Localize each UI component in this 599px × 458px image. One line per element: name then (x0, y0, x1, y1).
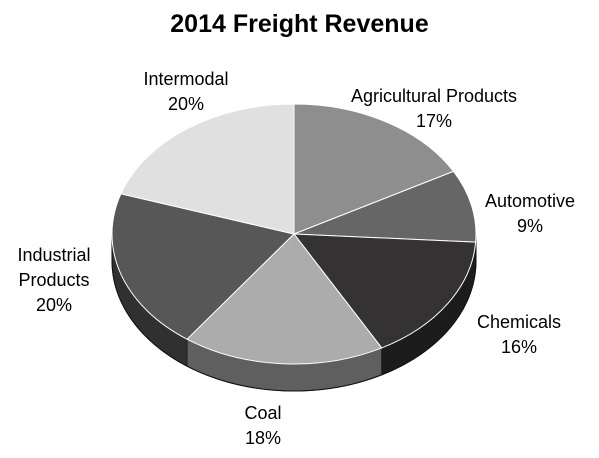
pie-slice-coal (186, 233, 383, 365)
pie-slice-intermodal (120, 103, 295, 235)
slice-name-automotive: Automotive (485, 191, 575, 211)
slice-name-agricultural-products: Agricultural Products (351, 86, 517, 106)
slice-value-agricultural-products: 17% (416, 111, 452, 131)
slice-name-industrial-products: Industrial (17, 245, 90, 265)
slice-value-coal: 18% (245, 428, 281, 448)
pie-slice-automotive (293, 170, 477, 243)
slice-label-intermodal: Intermodal 20% (143, 69, 228, 114)
slice-name-chemicals: Chemicals (477, 312, 561, 332)
slice-label-automotive: Automotive 9% (485, 191, 575, 236)
slice-value-intermodal: 20% (168, 94, 204, 114)
slice-label-chemicals: Chemicals 16% (477, 312, 561, 357)
slice-name-coal: Coal (244, 403, 281, 423)
slice-value-automotive: 9% (517, 216, 543, 236)
pie-slice-chemicals (292, 233, 477, 349)
slice-name-intermodal: Intermodal (143, 69, 228, 89)
pie-rim (111, 234, 477, 392)
slice-label-agricultural-products: Agricultural Products 17% (351, 86, 517, 131)
slice-label-coal: Coal 18% (244, 403, 281, 448)
slice-value-industrial-products: 20% (36, 295, 72, 315)
slice-value-chemicals: 16% (501, 337, 537, 357)
slice-name-industrial-products: Products (18, 270, 89, 290)
slice-label-industrial-products: Industrial Products 20% (17, 245, 90, 315)
pie-slice-industrial-products (111, 193, 295, 340)
pie-slice-agricultural-products (293, 103, 455, 235)
chart-title: 2014 Freight Revenue (170, 10, 429, 38)
